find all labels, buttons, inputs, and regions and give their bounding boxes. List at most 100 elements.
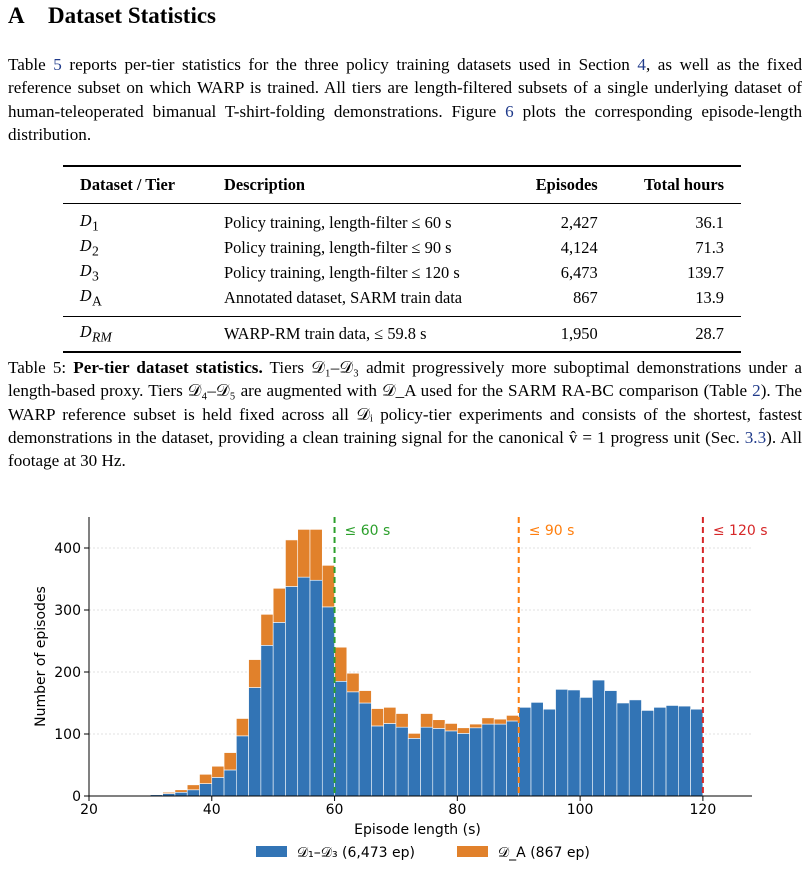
histogram-svg: ≤ 60 s ≤ 90 s ≤ 120 s 20 40 60 80 100 120 0 100 200… (33, 517, 768, 861)
bar-d1-d3 (653, 707, 667, 797)
tier-subscript: RM (92, 329, 112, 345)
bar-da (199, 773, 213, 784)
bar-d1-d3 (690, 708, 704, 797)
x-tick-label: 100 (567, 802, 594, 818)
table-caption: Table 5: Per-tier dataset statistics. Ti… (8, 356, 802, 472)
bar-da (358, 690, 372, 704)
bar-da (248, 659, 262, 688)
description-cell: Policy training, length-filter ≤ 60 s (224, 212, 452, 232)
bar-d1-d3 (665, 705, 679, 797)
bar-da (236, 718, 249, 737)
bar-d1-d3 (297, 576, 311, 797)
bar-da (321, 565, 335, 608)
bar-d1-d3 (285, 586, 299, 797)
table-header-row: Dataset / Tier Description Episodes Tota… (63, 166, 741, 204)
x-tick-label: 20 (80, 802, 98, 818)
description-cell: WARP-RM train data, ≤ 59.8 s (224, 324, 427, 343)
caption-label: Table 5: (8, 358, 74, 377)
bar-d1-d3 (186, 789, 200, 797)
description-cell: Policy training, length-filter ≤ 120 s (224, 262, 460, 282)
bar-da (334, 646, 348, 682)
bar-d1-d3 (383, 723, 397, 797)
tier-symbol: D (80, 286, 93, 305)
tier-cell: D1 (63, 204, 207, 236)
section-title-text: Dataset Statistics (48, 3, 216, 28)
bar-d1-d3 (506, 720, 520, 797)
paragraph-text: reports per-tier statistics for the thre… (61, 55, 638, 74)
bar-da (420, 713, 434, 728)
bar-da (260, 614, 274, 646)
table-row: D2 Policy training, length-filter ≤ 90 s… (63, 235, 741, 260)
paragraph-text: Table (8, 55, 54, 74)
y-tick-label: 200 (54, 665, 81, 681)
x-tick-label: 80 (448, 802, 466, 818)
bar-d1-d3 (309, 579, 323, 797)
stats-table: Dataset / Tier Description Episodes Tota… (63, 165, 741, 353)
bar-da (174, 789, 188, 793)
bar-d1-d3 (469, 727, 483, 797)
bar-d1-d3 (358, 702, 372, 797)
table-row: D3 Policy training, length-filter ≤ 120 … (63, 260, 741, 285)
bar-d1-d3 (371, 725, 384, 797)
caption-text: Tiers 𝒟₁–𝒟₃ admit progressively more sub… (8, 358, 802, 401)
bar-d1-d3 (346, 691, 360, 797)
bar-d1-d3 (481, 723, 495, 797)
legend-swatch-d1-d3 (256, 846, 287, 857)
x-tick-label: 60 (326, 802, 344, 818)
table-row: DA Annotated dataset, SARM train data 86… (63, 285, 741, 317)
bar-d1-d3 (248, 687, 262, 797)
caption-text: ). All footage at 30 Hz. (8, 427, 802, 471)
column-header: Episodes (535, 175, 598, 194)
bar-d1-d3 (616, 702, 630, 797)
bar-d1-d3 (236, 735, 249, 797)
threshold-label: ≤ 60 s (345, 523, 391, 539)
bar-d1-d3 (457, 733, 470, 797)
bar-d1-d3 (260, 645, 274, 797)
bar-da (432, 719, 446, 729)
bar-d1-d3 (555, 689, 569, 797)
bar-d1-d3 (444, 730, 458, 797)
y-tick-label: 0 (72, 789, 81, 805)
paragraph-text: , as well as the fixed reference subset … (8, 55, 802, 121)
hours-cell: 36.1 (695, 212, 724, 232)
episodes-cell: 867 (573, 287, 598, 307)
hours-cell: 139.7 (687, 262, 724, 282)
bar-d1-d3 (567, 689, 581, 797)
hours-cell: 13.9 (695, 287, 724, 307)
bar-d1-d3 (628, 699, 642, 797)
tier-cell: DRM (63, 317, 207, 353)
episodes-cell: 4,124 (560, 237, 598, 257)
table-ref-link[interactable]: 5 (53, 55, 62, 74)
bar-da (211, 765, 225, 778)
tier-symbol: D (80, 261, 93, 280)
bar-d1-d3 (678, 705, 691, 797)
bar-d1-d3 (223, 769, 237, 797)
bar-da (383, 707, 397, 724)
tier-cell: D3 (63, 260, 207, 285)
table-row-rm: DRM WARP-RM train data, ≤ 59.8 s 1,950 2… (63, 316, 741, 353)
threshold-label: ≤ 120 s (713, 523, 768, 539)
bar-d1-d3 (199, 783, 213, 797)
section-ref-link[interactable]: 3.3 (744, 427, 767, 447)
caption-bold: Per-tier dataset statistics. (73, 358, 263, 377)
caption-text: ). The WARP reference subset is held fix… (8, 381, 802, 447)
table-ref-link[interactable]: 2 (752, 381, 761, 401)
bar-da (493, 718, 507, 725)
y-tick-label: 400 (54, 541, 81, 557)
bar-da (395, 713, 409, 728)
bar-d1-d3 (641, 710, 655, 797)
paragraph-text: plots the corresponding episode-length d… (8, 101, 802, 144)
figure-ref-link[interactable]: 6 (505, 101, 514, 121)
legend-label-da: 𝒟_A (867 ep) (498, 845, 590, 861)
section-ref-link[interactable]: 4 (637, 55, 646, 74)
tier-subscript: 2 (92, 243, 99, 259)
tier-subscript: 1 (92, 218, 99, 234)
tier-symbol: D (80, 323, 93, 342)
bar-da (481, 717, 495, 725)
tier-symbol: D (80, 211, 93, 230)
table-row: D1 Policy training, length-filter ≤ 60 s… (63, 204, 741, 236)
episodes-cell: 1,950 (560, 324, 598, 343)
bar-da (297, 529, 311, 578)
y-axis-label: Number of episodes (33, 586, 49, 727)
bar-da (272, 588, 286, 623)
